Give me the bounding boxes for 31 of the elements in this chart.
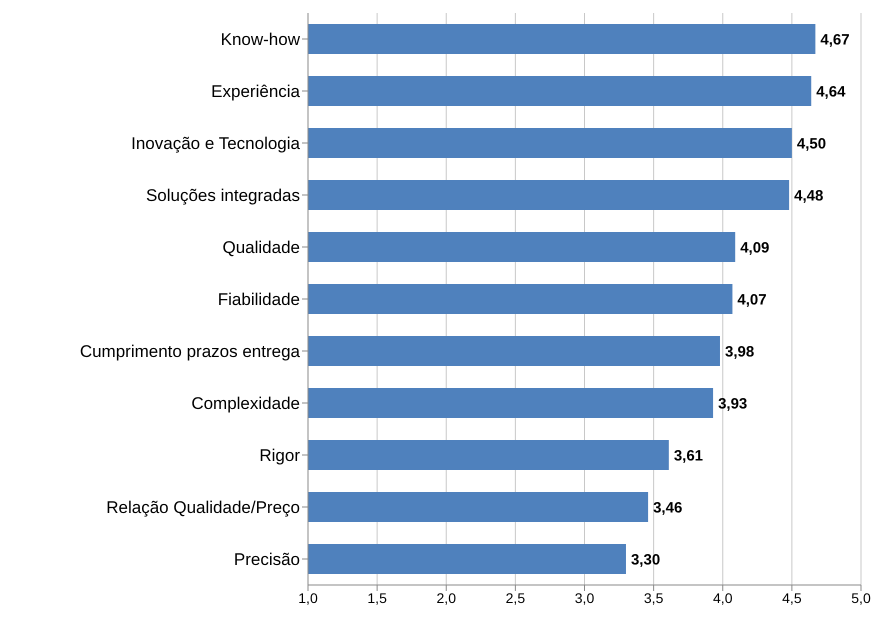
data-label: 3,30 <box>630 551 660 568</box>
data-label: 3,98 <box>724 343 754 360</box>
x-tick-label: 1,5 <box>367 590 388 606</box>
x-tick-label: 4,0 <box>713 590 733 606</box>
y-tick-label: Soluções integradas <box>146 186 300 206</box>
y-tick-label: Rigor <box>259 446 300 466</box>
data-label: 4,50 <box>796 135 826 152</box>
x-tick-label: 4,5 <box>782 590 802 606</box>
data-label: 3,93 <box>718 395 748 412</box>
data-label: 3,46 <box>653 499 682 516</box>
x-tick-label: 2,5 <box>506 590 526 606</box>
y-tick-label: Experiência <box>211 82 301 102</box>
y-tick-label: Know-how <box>220 30 301 50</box>
x-tick-label: 1,0 <box>298 590 318 606</box>
y-tick-label: Complexidade <box>191 394 300 414</box>
x-tick-label: 2,0 <box>436 590 456 606</box>
y-tick-label: Fiabilidade <box>218 290 300 310</box>
y-tick-label: Inovação e Tecnologia <box>131 134 301 154</box>
y-tick-label: Precisão <box>234 550 300 570</box>
data-label: 4,48 <box>794 187 824 204</box>
x-tick-label: 3,5 <box>644 590 664 606</box>
y-tick-label: Cumprimento prazos entrega <box>80 342 301 362</box>
x-tick-label: 5,0 <box>851 590 871 606</box>
x-tick-label: 3,0 <box>574 590 594 606</box>
data-label: 4,07 <box>737 291 767 308</box>
data-label: 4,64 <box>816 83 846 100</box>
data-label: 4,67 <box>820 31 850 48</box>
data-label: 4,09 <box>740 239 770 256</box>
y-tick-label: Qualidade <box>222 238 300 258</box>
y-tick-label: Relação Qualidade/Preço <box>106 498 300 518</box>
data-label: 3,61 <box>674 447 704 464</box>
